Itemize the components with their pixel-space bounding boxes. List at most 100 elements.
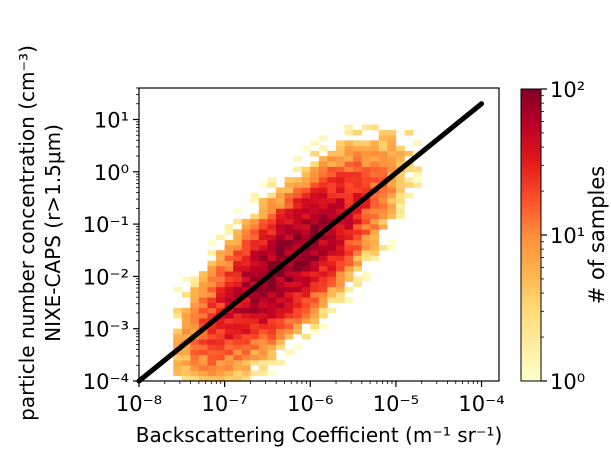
heatmap-cell <box>301 271 311 277</box>
heatmap-cell <box>318 245 328 251</box>
heatmap-cell <box>233 281 243 288</box>
heatmap-cell <box>190 302 200 309</box>
heatmap-cell <box>216 328 225 335</box>
heatmap-cell <box>224 349 234 356</box>
heatmap-cell <box>387 150 397 157</box>
heatmap-cell <box>233 360 243 366</box>
heatmap-cell <box>387 135 397 141</box>
heatmap-cell <box>258 333 268 340</box>
heatmap-cell <box>276 187 285 194</box>
heatmap-cell <box>301 250 311 256</box>
heatmap-cell <box>173 370 183 377</box>
heatmap-cell <box>190 349 200 356</box>
heatmap-cell <box>216 302 225 309</box>
heatmap-cell <box>276 313 285 319</box>
heatmap-cell <box>276 318 285 324</box>
heatmap-cell <box>207 260 217 267</box>
heatmap-cell <box>378 218 388 225</box>
heatmap-cell <box>344 171 354 178</box>
heatmap-cell <box>378 203 388 209</box>
heatmap-cell <box>327 203 337 209</box>
heatmap-cell <box>173 333 183 340</box>
heatmap-cell <box>387 208 397 214</box>
heatmap-cell <box>207 328 217 335</box>
heatmap-cell <box>258 370 268 377</box>
heatmap-cell <box>276 239 285 246</box>
heatmap-cell <box>327 229 337 235</box>
heatmap-cell <box>301 203 311 209</box>
heatmap-cell <box>318 292 328 298</box>
heatmap-cell <box>310 307 320 314</box>
heatmap-cell <box>267 318 277 324</box>
heatmap-cell <box>301 166 311 173</box>
heatmap-cell <box>190 375 200 381</box>
heatmap-cell <box>224 292 234 298</box>
heatmap-cell <box>224 245 234 251</box>
heatmap-cell <box>198 313 208 319</box>
heatmap-cell <box>327 234 337 241</box>
heatmap-cell <box>284 239 294 246</box>
heatmap-cell <box>293 313 302 319</box>
heatmap-cell <box>181 365 191 371</box>
heatmap-cell <box>258 234 268 241</box>
heatmap-cell <box>327 276 337 282</box>
heatmap-cell <box>276 218 285 225</box>
heatmap-cell <box>353 224 362 230</box>
heatmap-cell <box>327 187 337 194</box>
heatmap-cell <box>233 265 243 272</box>
heatmap-cell <box>216 265 225 272</box>
heatmap-cell <box>378 245 388 251</box>
heatmap-cell <box>216 260 225 267</box>
heatmap-cell <box>370 255 380 261</box>
heatmap-cell <box>190 313 200 319</box>
heatmap-cell <box>378 135 388 141</box>
heatmap-cell <box>250 328 260 335</box>
heatmap-cell <box>198 307 208 314</box>
heatmap-cell <box>207 276 217 282</box>
heatmap-cell <box>284 318 294 324</box>
x-axis-ticks: 10⁻⁸ 10⁻⁷ 10⁻⁶ 10⁻⁵ 10⁻⁴ <box>116 381 505 416</box>
heatmap-cell <box>284 187 294 194</box>
heatmap-cell <box>258 182 268 188</box>
heatmap-cell <box>301 313 311 319</box>
heatmap-cell <box>216 318 225 324</box>
heatmap-cell <box>267 297 277 303</box>
heatmap-cell <box>241 224 251 230</box>
heatmap-cell <box>224 224 234 230</box>
heatmap-cell <box>241 333 251 340</box>
heatmap-cell <box>267 328 277 335</box>
heatmap-cell <box>250 297 260 303</box>
heatmap-cell <box>310 224 320 230</box>
heatmap-cell <box>258 286 268 293</box>
heatmap-cell <box>301 192 311 199</box>
heatmap-cell <box>413 166 422 173</box>
heatmap-cell <box>387 156 397 162</box>
heatmap-cell <box>370 224 380 230</box>
heatmap-cell <box>267 360 277 366</box>
heatmap-cell <box>267 292 277 298</box>
heatmap-cell <box>190 354 200 361</box>
heatmap-cell <box>216 365 225 371</box>
heatmap-cell <box>267 213 277 220</box>
heatmap-cell <box>327 182 337 188</box>
heatmap-cell <box>267 260 277 267</box>
heatmap-cell <box>370 218 380 225</box>
heatmap-cell <box>258 197 268 204</box>
heatmap-cell <box>344 255 354 261</box>
heatmap-cell <box>361 234 371 241</box>
heatmap-cell <box>310 323 320 329</box>
heatmap-cell <box>361 229 371 235</box>
heatmap-cell <box>224 313 234 319</box>
heatmap-cell <box>301 260 311 267</box>
heatmap-cell <box>250 339 260 345</box>
heatmap-cell <box>207 344 217 350</box>
heatmap-cell <box>361 250 371 256</box>
heatmap-cell <box>353 218 362 225</box>
heatmap-cell <box>353 260 362 267</box>
heatmap-cell <box>233 370 243 377</box>
heatmap-cell <box>276 229 285 235</box>
heatmap-cell <box>190 318 200 324</box>
heatmap-cell <box>361 171 371 178</box>
heatmap-cell <box>293 286 302 293</box>
heatmap-cell <box>250 292 260 298</box>
